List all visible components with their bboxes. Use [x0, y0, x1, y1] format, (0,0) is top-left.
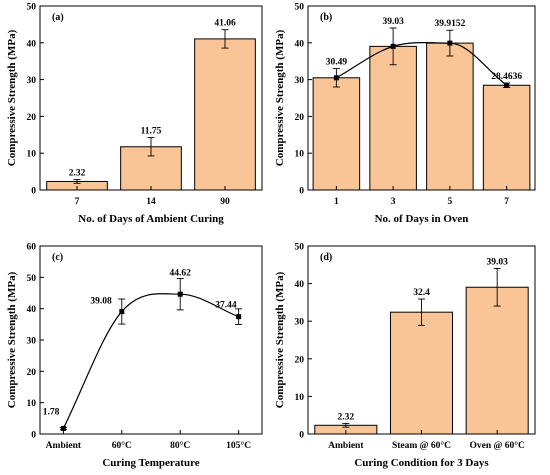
y-tick-label: 10	[295, 150, 305, 160]
y-tick-label: 0	[31, 187, 36, 197]
x-tick-label: 105°C	[226, 440, 251, 451]
y-tick-label: 50	[295, 3, 305, 13]
x-tick-label: 1	[334, 197, 339, 207]
x-tick-label: Steam @ 60°C	[392, 440, 451, 451]
data-label: 30.49	[326, 58, 348, 68]
y-tick-label: 20	[27, 113, 37, 123]
x-axis-title: No. of Days in Oven	[375, 213, 469, 225]
y-tick-label: 20	[295, 113, 305, 123]
data-label: 39.03	[486, 257, 508, 267]
y-axis-title: Compressive Strength (MPa)	[6, 271, 18, 408]
y-tick-label: 0	[299, 187, 304, 197]
y-tick-label: 10	[295, 393, 305, 403]
plot-frame	[39, 245, 263, 435]
panel-tag: (a)	[52, 12, 64, 23]
plot-frame	[307, 5, 536, 191]
y-tick-label: 0	[299, 431, 304, 441]
data-label: 37.44	[215, 301, 237, 311]
y-tick-label: 50	[295, 243, 305, 253]
data-label: 44.62	[170, 269, 192, 279]
y-tick-label: 60	[27, 243, 37, 253]
data-label: 39.9152	[434, 19, 465, 29]
data-point	[119, 309, 125, 315]
data-label: 39.03	[382, 17, 404, 27]
x-tick-label: 60°C	[112, 440, 132, 451]
bar	[465, 286, 529, 435]
y-tick-label: 30	[27, 76, 37, 86]
trend-line	[336, 41, 507, 86]
data-point	[504, 82, 510, 88]
y-tick-label: 10	[27, 399, 37, 409]
bar	[120, 146, 182, 191]
bar	[482, 84, 531, 191]
bar	[312, 77, 361, 191]
x-tick-label: 3	[391, 197, 396, 207]
bar	[369, 45, 417, 191]
y-tick-label: 10	[27, 150, 37, 160]
x-tick-label: 80°C	[170, 440, 190, 451]
chart-panel-3: 1.78 39.08 44.62 37.44 0 10 20 30 40 50 60 Ambient 6…	[6, 243, 263, 469]
y-axis-title: Compressive Strength (MPa)	[274, 29, 286, 166]
x-tick-label: 14	[146, 197, 156, 207]
x-tick-label: 5	[448, 197, 453, 207]
trend-line	[62, 293, 239, 429]
y-tick-label: 0	[31, 431, 36, 441]
data-point	[236, 314, 242, 320]
x-axis-title: No. of Days of Ambient Curing	[78, 213, 224, 225]
panel-tag: (b)	[320, 12, 332, 23]
x-tick-label: Ambient	[46, 441, 82, 451]
chart-panel-4: 2.32 32.4 39.03 0 10 20 30 40 50 Ambient Steam @ 6…	[274, 243, 536, 469]
y-tick-label: 40	[295, 39, 305, 49]
data-point	[177, 291, 183, 297]
data-point	[447, 40, 453, 46]
panel-tag: (d)	[320, 252, 332, 263]
bar	[426, 42, 474, 191]
chart-panel-2: 30.49 39.03 39.9152 28.4636 0 10 20 30 40 50 1 3 5 7 N…	[274, 3, 536, 225]
y-tick-label: 30	[27, 337, 37, 347]
x-tick-label: 7	[504, 197, 509, 207]
y-tick-label: 30	[295, 76, 305, 86]
x-tick-label: 90	[220, 197, 230, 207]
x-axis-title: Curing Condition for 3 Days	[354, 457, 489, 469]
x-tick-label: Oven @ 60°C	[469, 440, 525, 451]
panel-tag: (c)	[52, 252, 63, 263]
data-label: 11.75	[141, 127, 162, 137]
y-tick-label: 40	[295, 280, 305, 290]
bar	[194, 38, 256, 191]
data-label: 32.4	[413, 288, 430, 298]
data-point	[390, 43, 396, 49]
data-label: 2.32	[338, 412, 355, 422]
y-tick-label: 20	[295, 355, 305, 365]
y-tick-label: 40	[27, 305, 37, 315]
data-point	[60, 425, 66, 431]
y-tick-label: 50	[27, 274, 37, 284]
data-point	[333, 75, 339, 81]
chart-panel-1: 2.32 11.75 41.06 0 10 20 30 40 50 7 14 90 No. of Day…	[6, 3, 263, 225]
y-axis-title: Compressive Strength (MPa)	[6, 29, 18, 166]
y-tick-label: 20	[27, 368, 37, 378]
x-tick-label: Ambient	[328, 441, 364, 451]
bar	[389, 311, 454, 435]
data-label: 39.08	[90, 297, 112, 307]
x-tick-label: 7	[75, 197, 80, 207]
y-tick-label: 40	[27, 39, 37, 49]
y-tick-label: 50	[27, 3, 37, 13]
data-label: 28.4636	[491, 72, 522, 82]
y-tick-label: 30	[295, 318, 305, 328]
y-axis-title: Compressive Strength (MPa)	[274, 271, 286, 408]
x-axis-title: Curing Temperature	[102, 457, 199, 469]
data-label: 2.32	[69, 169, 86, 179]
data-label: 41.06	[214, 19, 236, 29]
data-label: 1.78	[43, 407, 60, 417]
